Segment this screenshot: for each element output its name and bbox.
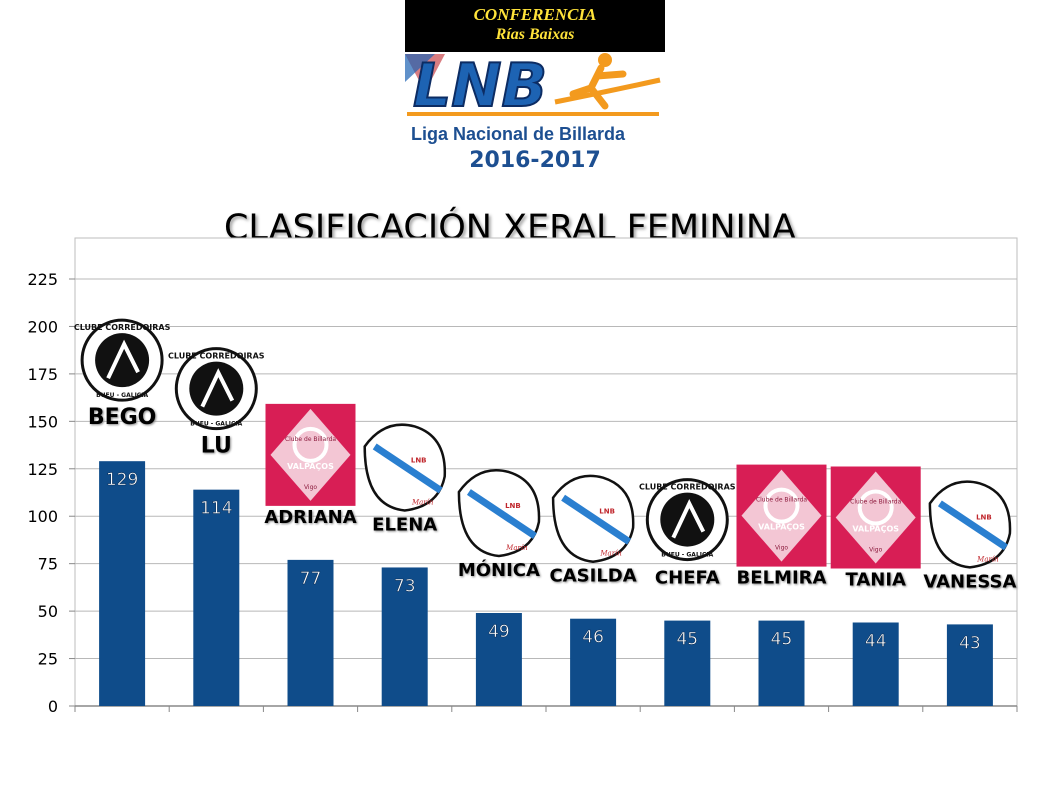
player-name-label: BELMIRA (737, 568, 827, 589)
y-tick-label: 50 (38, 602, 58, 621)
badge-text: LNB (976, 513, 992, 521)
bar (99, 461, 146, 706)
badge-stripe (937, 500, 1008, 551)
badge-text: LNB (411, 456, 427, 464)
player-name-label: BEGO (88, 405, 157, 430)
badge-text: CLUBE CORREDOIRAS (639, 483, 736, 492)
badge-stripe (372, 443, 443, 494)
badge-ring (292, 426, 329, 463)
badge-text: LNB (599, 508, 615, 516)
badge-text: Clube de Billarda (285, 436, 336, 443)
player-name-label: ELENA (372, 514, 437, 535)
badge-diamond (835, 471, 916, 564)
badge-text: BUEU - GALICIA (661, 552, 713, 559)
bar (475, 613, 522, 706)
badge-center (660, 492, 715, 547)
badge-ring (763, 487, 800, 524)
badge-text: VALPAÇOS (852, 524, 899, 533)
badge-text: Marín (976, 555, 999, 563)
player-name-label: CHEFA (655, 568, 720, 589)
bar-value-label: 114 (200, 499, 232, 519)
badge-text: LNB (505, 502, 521, 510)
badge-figure (200, 368, 235, 408)
y-tick-label: 100 (27, 507, 58, 526)
lnb-logo: LNB Liga Nacional de Billarda (405, 52, 661, 144)
badge-text: Marín (599, 550, 622, 558)
bar-value-label: 43 (959, 633, 981, 653)
badge-diamond (270, 408, 351, 501)
bar (664, 620, 711, 706)
bar (193, 489, 240, 706)
badge-text: Clube de Billarda (850, 498, 901, 505)
badge-figure (671, 499, 706, 539)
bar (852, 622, 899, 706)
badge-center (189, 361, 244, 416)
badge-text: VALPAÇOS (287, 462, 334, 471)
y-tick-label: 150 (27, 412, 58, 431)
bar-value-label: 129 (106, 470, 138, 490)
badge-text: BUEU - GALICIA (96, 392, 148, 399)
badge-text: Vigo (304, 484, 317, 491)
bar (946, 624, 993, 706)
player-name-label: VANESSA (923, 571, 1016, 592)
y-tick-label: 0 (48, 697, 58, 716)
season-label: 2016-2017 (469, 148, 601, 173)
badge-figure (106, 339, 140, 380)
bar (758, 620, 805, 706)
conference-title: CONFERENCIA (473, 5, 597, 24)
bar-value-label: 45 (676, 630, 698, 650)
badge-text: BUEU - GALICIA (190, 421, 242, 428)
badge-text: CLUBE CORREDOIRAS (168, 352, 265, 361)
conference-banner: CONFERENCIA Rías Baixas (405, 0, 665, 52)
bar-chart: 0 25 50 75 100 125 150 175 200 225 129 BEGO CLUBE CO… (27, 237, 1018, 716)
bar-value-label: 49 (488, 622, 510, 642)
player-name-label: TANIA (845, 569, 906, 590)
bar-value-label: 45 (771, 630, 793, 650)
bar-value-label: 73 (394, 576, 416, 596)
badge-stripe (466, 489, 537, 539)
lnb-logo-subtitle: Liga Nacional de Billarda (411, 124, 626, 144)
badge-text: Marín (505, 544, 528, 552)
badge-ring (857, 489, 894, 526)
badge-text: Vigo (869, 546, 882, 553)
player-name-label: CASILDA (550, 566, 637, 587)
player-name-label: LU (201, 434, 232, 459)
bar (570, 618, 617, 706)
badge-text: Vigo (775, 545, 788, 552)
y-tick-label: 225 (27, 270, 58, 289)
conference-subtitle: Rías Baixas (495, 26, 575, 43)
y-tick-label: 200 (27, 317, 58, 336)
badge-stripe (561, 494, 632, 545)
bar (287, 559, 334, 706)
y-tick-label: 125 (27, 460, 58, 479)
badge-text: Clube de Billarda (756, 497, 807, 504)
lnb-logo-letters: LNB (413, 52, 547, 121)
badge-text: VALPAÇOS (758, 523, 805, 532)
player-name-label: ADRIANA (264, 507, 356, 528)
bar-value-label: 44 (865, 631, 887, 651)
y-tick-label: 75 (38, 555, 58, 574)
badge-text: CLUBE CORREDOIRAS (74, 323, 171, 332)
badge-text: Marín (411, 498, 434, 506)
y-tick-label: 25 (38, 650, 58, 669)
bar (381, 567, 428, 706)
bar-value-label: 46 (582, 628, 604, 648)
y-tick-label: 175 (27, 365, 58, 384)
badge-center (95, 333, 150, 388)
badge-diamond (741, 469, 822, 562)
player-name-label: MÓNICA (458, 559, 540, 581)
bar-value-label: 77 (300, 569, 322, 589)
